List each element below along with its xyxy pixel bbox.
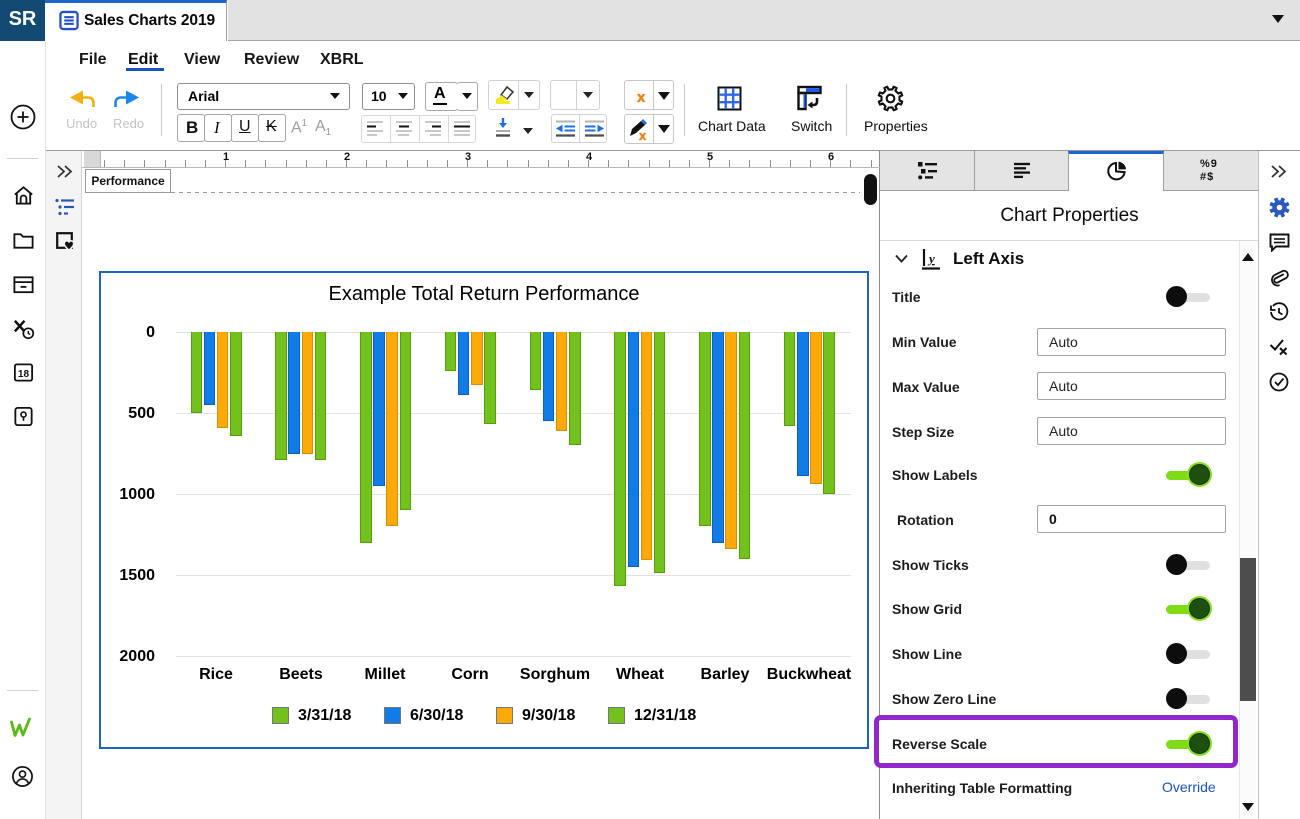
svg-text:18: 18 [18,369,30,380]
svg-text:x: x [639,128,647,142]
svg-text:y: y [927,251,935,266]
